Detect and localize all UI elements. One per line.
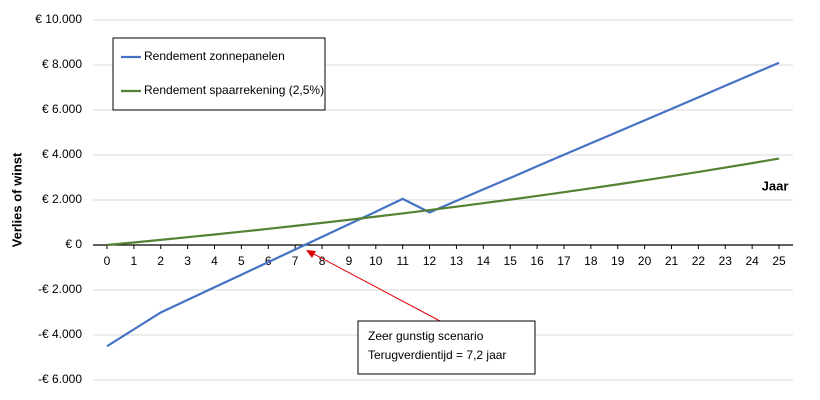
x-tick-label: 13	[450, 254, 464, 268]
x-axis-label: Jaar	[762, 178, 789, 193]
y-axis-label: Verlies of winst	[9, 152, 24, 247]
x-tick-label: 5	[238, 254, 245, 268]
x-tick-label: 10	[369, 254, 383, 268]
x-tick-label: 0	[104, 254, 111, 268]
y-tick-label: € 10.000	[35, 12, 82, 26]
x-tick-label: 20	[638, 254, 652, 268]
x-tick-label: 2	[157, 254, 164, 268]
x-tick-label: 19	[611, 254, 625, 268]
annotation-text: Zeer gunstig scenario	[368, 329, 484, 343]
legend-box	[112, 37, 326, 111]
y-tick-label: € 2.000	[42, 192, 82, 206]
x-tick-label: 3	[184, 254, 191, 268]
y-tick-label: € 0	[65, 237, 82, 251]
x-tick-label: 17	[557, 254, 571, 268]
x-tick-label: 11	[396, 254, 409, 268]
annotation-arrowhead	[306, 250, 316, 258]
y-tick-label: € 4.000	[42, 147, 82, 161]
legend-label: Rendement spaarrekening (2,5%)	[144, 83, 324, 97]
annotation-box	[357, 320, 536, 375]
annotation-text: Terugverdientijd = 7,2 jaar	[368, 348, 506, 362]
x-tick-label: 16	[530, 254, 544, 268]
x-tick-label: 14	[477, 254, 491, 268]
x-tick-label: 24	[745, 254, 759, 268]
legend-label: Rendement zonnepanelen	[144, 49, 285, 63]
series-line	[106, 61, 780, 348]
x-tick-label: 22	[692, 254, 706, 268]
x-tick-label: 1	[131, 254, 138, 268]
y-tick-label: -€ 2.000	[38, 282, 82, 296]
x-tick-label: 21	[665, 254, 679, 268]
x-tick-label: 18	[584, 254, 598, 268]
x-tick-label: 8	[319, 254, 326, 268]
y-tick-label: -€ 6.000	[38, 372, 82, 386]
y-tick-label: -€ 4.000	[38, 327, 82, 341]
y-tick-label: € 8.000	[42, 57, 82, 71]
annotation-arrow	[309, 251, 441, 322]
x-tick-label: 9	[346, 254, 353, 268]
y-tick-label: € 6.000	[42, 102, 82, 116]
x-tick-label: 15	[504, 254, 518, 268]
x-tick-label: 23	[719, 254, 733, 268]
series-line	[106, 157, 780, 247]
x-tick-label: 4	[211, 254, 218, 268]
x-tick-label: 12	[423, 254, 437, 268]
x-tick-label: 25	[772, 254, 786, 268]
x-tick-label: 7	[292, 254, 299, 268]
